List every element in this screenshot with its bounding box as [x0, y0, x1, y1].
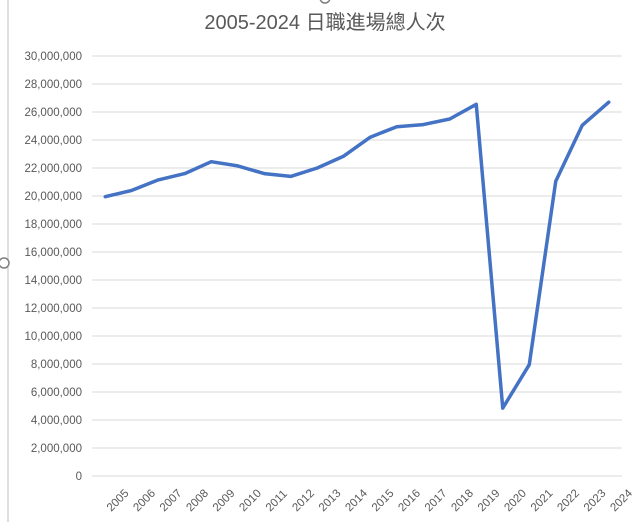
x-tick-label: 2010 — [237, 488, 264, 515]
data-point — [236, 164, 240, 168]
data-point — [554, 179, 558, 183]
data-point — [474, 102, 478, 106]
x-tick-label: 2012 — [290, 488, 317, 515]
series-layer — [103, 100, 611, 410]
y-tick-label: 10,000,000 — [24, 331, 82, 343]
data-point — [342, 154, 346, 158]
y-axis-tick-labels: 0 2,000,000 4,000,000 6,000,000 8,000,000 10,… — [24, 51, 82, 483]
y-tick-label: 30,000,000 — [24, 51, 82, 63]
data-point — [103, 195, 107, 199]
x-tick-label: 2019 — [476, 488, 503, 515]
data-point — [527, 363, 531, 367]
data-point — [156, 178, 160, 182]
x-tick-label: 2022 — [555, 488, 582, 515]
data-point — [501, 406, 505, 410]
y-tick-label: 8,000,000 — [31, 359, 82, 371]
data-point — [580, 123, 584, 127]
y-tick-label: 28,000,000 — [24, 79, 82, 91]
x-axis-tick-labels: 2005 2006 2007 2008 2009 2010 2011 2012 2013 2014… — [105, 487, 636, 514]
x-tick-label: 2021 — [529, 488, 556, 515]
y-tick-label: 22,000,000 — [24, 163, 82, 175]
x-tick-label: 2017 — [423, 488, 450, 515]
data-point — [368, 135, 372, 139]
x-tick-label: 2014 — [343, 487, 370, 514]
y-tick-label: 26,000,000 — [24, 107, 82, 119]
x-tick-label: 2018 — [449, 488, 476, 515]
data-point — [607, 100, 611, 104]
x-tick-label: 2015 — [370, 488, 397, 515]
data-point — [209, 160, 213, 164]
data-point — [448, 117, 452, 121]
data-point — [183, 172, 187, 176]
resize-handle-top[interactable] — [319, 0, 331, 4]
data-point — [315, 166, 319, 170]
x-tick-label: 2009 — [211, 488, 238, 515]
chart-title: 2005-2024 日職進場總人次 — [204, 11, 445, 34]
x-tick-label: 2011 — [264, 488, 290, 514]
y-tick-label: 20,000,000 — [24, 191, 82, 203]
gridlines — [92, 55, 622, 477]
x-tick-label: 2024 — [608, 487, 635, 514]
x-tick-label: 2008 — [184, 488, 211, 515]
x-tick-label: 2005 — [105, 488, 132, 515]
x-tick-label: 2013 — [317, 488, 344, 515]
data-point — [289, 174, 293, 178]
data-point — [262, 172, 266, 176]
y-tick-label: 12,000,000 — [24, 303, 82, 315]
data-point — [130, 188, 134, 192]
y-tick-label: 0 — [76, 471, 82, 483]
y-tick-label: 6,000,000 — [31, 387, 82, 399]
y-tick-label: 2,000,000 — [31, 443, 82, 455]
x-tick-label: 2007 — [158, 488, 185, 515]
y-tick-label: 24,000,000 — [24, 135, 82, 147]
y-tick-label: 4,000,000 — [31, 415, 82, 427]
x-tick-label: 2006 — [131, 488, 158, 515]
y-tick-label: 16,000,000 — [24, 247, 82, 259]
x-tick-label: 2020 — [502, 488, 529, 515]
x-tick-label: 2016 — [396, 488, 423, 515]
resize-handle-left[interactable] — [0, 257, 10, 269]
y-tick-label: 14,000,000 — [24, 275, 82, 287]
data-point — [421, 123, 425, 127]
series-line — [103, 100, 611, 410]
y-tick-label: 18,000,000 — [24, 219, 82, 231]
data-point — [395, 125, 399, 129]
x-tick-label: 2023 — [582, 488, 609, 515]
